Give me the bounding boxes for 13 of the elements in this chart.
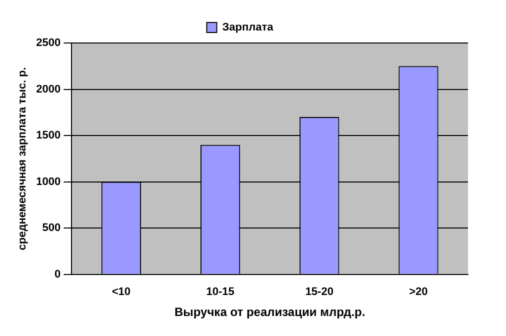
x-axis-title: Выручка от реализации млрд.р. [174, 305, 366, 320]
y-tick-label: 2000 [36, 83, 61, 96]
y-axis-title: среднемесячная зарплата тыс. р. [16, 67, 29, 250]
x-tick-label: <10 [112, 286, 131, 298]
legend-label: Зарплата [222, 22, 274, 34]
x-tick-label: 15-20 [305, 286, 334, 298]
y-tick-label: 1500 [36, 130, 61, 142]
x-tick-label: >20 [409, 286, 428, 298]
y-tick-label: 1000 [36, 176, 61, 188]
x-tick-label: 10-15 [206, 286, 234, 298]
y-tick-label: 0 [54, 268, 61, 280]
y-tick-label: 500 [42, 222, 61, 234]
y-tick-label: 2500 [36, 37, 61, 50]
